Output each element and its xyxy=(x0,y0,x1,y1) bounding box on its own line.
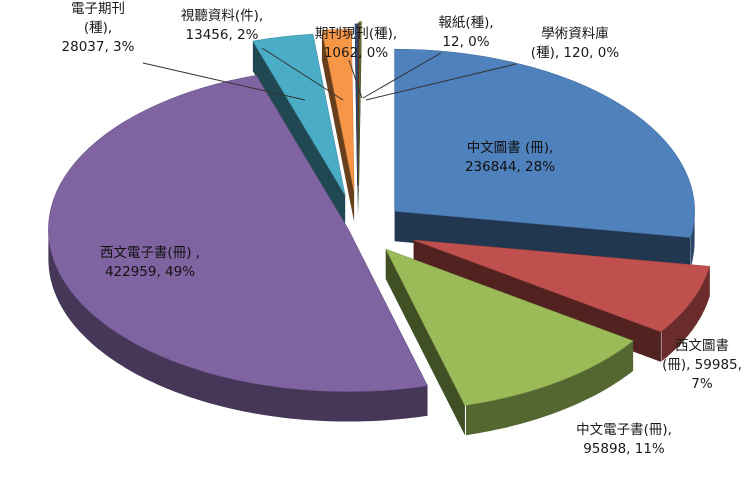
data-label-3: 西文電子書(冊) , 422959, 49% xyxy=(100,245,200,280)
data-label-7: 報紙(種), 12, 0% xyxy=(438,15,493,50)
pie-slice-6 xyxy=(354,23,358,186)
data-label-line: 視聽資料(件), xyxy=(181,8,263,24)
pie-slice-2 xyxy=(385,248,634,406)
data-label-4: 電子期刊 (種), 28037, 3% xyxy=(62,1,135,55)
data-label-8: 學術資料庫 (種), 120, 0% xyxy=(531,26,620,61)
data-label-6: 期刊現刊(種), 1062, 0% xyxy=(315,26,397,61)
data-label-line: 報紙(種), xyxy=(438,15,493,31)
data-label-line: 12, 0% xyxy=(442,34,489,50)
pie-slice-1 xyxy=(413,239,711,333)
slice-side-wall-1 xyxy=(661,266,710,362)
data-label-line: 28037, 3% xyxy=(62,39,135,55)
leader-line-7 xyxy=(362,52,442,99)
data-label-line: 1062, 0% xyxy=(324,45,389,61)
data-label-line: 13456, 2% xyxy=(186,27,259,43)
pie-slice-5 xyxy=(321,29,355,192)
data-label-line: 電子期刊 xyxy=(71,1,125,17)
data-label-line: (種), xyxy=(84,20,112,36)
leader-lines xyxy=(142,47,517,101)
data-label-line: 236844, 28% xyxy=(465,159,555,175)
slice-side-face-2-1 xyxy=(385,249,465,436)
data-label-line: (冊), 59985, xyxy=(662,357,742,373)
pie-slice-tops xyxy=(48,21,711,406)
leader-line-4 xyxy=(142,62,306,101)
data-label-line: 中文電子書(冊), xyxy=(576,422,672,438)
data-label-2: 中文電子書(冊), 95898, 11% xyxy=(576,422,672,457)
slice-side-face-4-0 xyxy=(252,41,346,226)
slice-side-face-0-1 xyxy=(394,211,691,268)
leader-line-8 xyxy=(365,63,517,101)
data-label-line: 422959, 49% xyxy=(105,264,195,280)
slice-side-wall-3 xyxy=(48,230,428,422)
data-label-line: 中文圖書 (冊), xyxy=(467,140,554,156)
data-label-0: 中文圖書 (冊), 236844, 28% xyxy=(465,140,555,175)
slice-side-face-5-0 xyxy=(321,30,355,222)
data-label-1: 西文圖書 (冊), 59985, 7% xyxy=(662,338,742,392)
leader-line-6 xyxy=(348,59,363,99)
pie-slice-3 xyxy=(48,75,428,392)
data-label-line: 期刊現刊(種), xyxy=(315,26,397,42)
data-labels: 中文圖書 (冊), 236844, 28% 西文圖書 (冊), 59985, 7% 中文電… xyxy=(62,1,742,457)
pie-slice-8 xyxy=(358,21,362,184)
data-label-line: 95898, 11% xyxy=(583,441,665,457)
leader-line-5 xyxy=(261,47,344,101)
pie-slice-7 xyxy=(357,22,360,185)
data-label-line: 7% xyxy=(691,376,713,392)
slice-side-wall-2 xyxy=(466,340,634,436)
data-label-line: (種), 120, 0% xyxy=(531,45,620,61)
pie-slice-4 xyxy=(252,33,346,196)
data-label-line: 西文圖書 xyxy=(675,338,729,354)
data-label-5: 視聽資料(件), 13456, 2% xyxy=(181,8,263,43)
data-label-line: 西文電子書(冊) , xyxy=(100,245,200,261)
pie-slice-0 xyxy=(394,48,695,238)
data-label-line: 學術資料庫 xyxy=(541,26,609,42)
